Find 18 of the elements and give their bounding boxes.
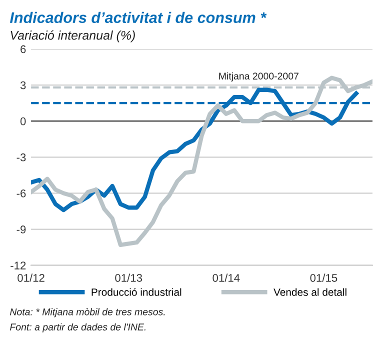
y-tick-label: -9	[16, 226, 26, 234]
y-tick-label: 3	[20, 81, 26, 90]
y-tick-label: -12	[10, 262, 26, 270]
chart-subtitle: Variació interanual (%)	[10, 30, 135, 42]
y-tick-label: 0	[20, 117, 26, 126]
x-tick-label: 01/13	[115, 274, 142, 282]
y-tick-label: 6	[20, 45, 26, 54]
text: Font: a partir de dades de l'INE.	[10, 323, 146, 332]
chart-title: Indicadors d’activitat i de consum *	[10, 12, 267, 24]
x-tick-label: 01/15	[310, 274, 338, 282]
y-tick-label: -6	[16, 189, 26, 198]
x-tick-label: 01/14	[212, 274, 240, 282]
annotation: Mitjana 2000-2007	[219, 72, 298, 82]
y-tick-label: -3	[16, 153, 26, 162]
legend-label: Producció industrial	[92, 288, 182, 296]
text: Nota: * Mitjana mòbil de tres mesos.	[10, 308, 165, 318]
x-tick-label: 01/12	[18, 274, 44, 282]
legend-label: Vendes al detall	[274, 288, 346, 296]
